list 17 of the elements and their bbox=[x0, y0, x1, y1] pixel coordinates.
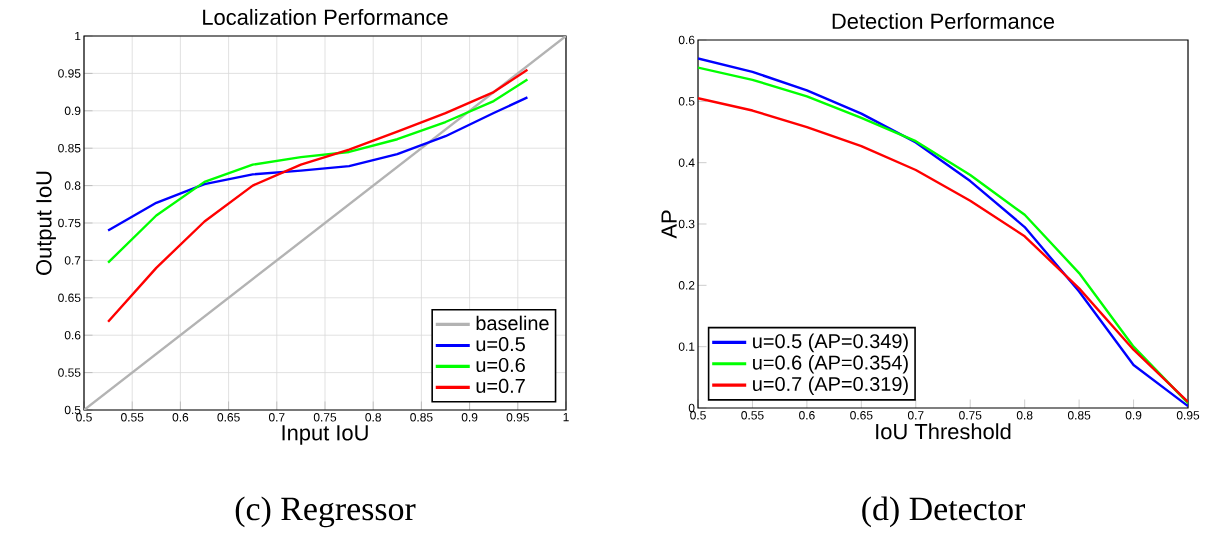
y-axis-title: Output IoU bbox=[36, 171, 56, 275]
legend-label: u=0.6 (AP=0.354) bbox=[753, 355, 908, 374]
line-series bbox=[106, 78, 529, 264]
legend-label: u=0.5 (AP=0.349) bbox=[753, 333, 908, 353]
legend-label: u=0.7 bbox=[476, 378, 525, 393]
legend-label: u=0.6 bbox=[476, 357, 525, 373]
chart-title: Detection Performance bbox=[832, 12, 1055, 29]
x-axis-title: IoU Threshold bbox=[876, 423, 1011, 440]
text: (d) Detector bbox=[862, 496, 1025, 528]
text: (c) Regressor bbox=[235, 496, 416, 528]
chart-title: Localization Performance bbox=[203, 8, 448, 25]
x-axis-title: Input IoU bbox=[282, 425, 368, 445]
legend-label: u=0.5 bbox=[476, 337, 525, 352]
legend-label: u=0.7 (AP=0.319) bbox=[753, 376, 908, 395]
line-series bbox=[106, 96, 529, 232]
legend-label: baseline bbox=[476, 315, 549, 331]
y-axis-title: AP bbox=[661, 210, 677, 239]
